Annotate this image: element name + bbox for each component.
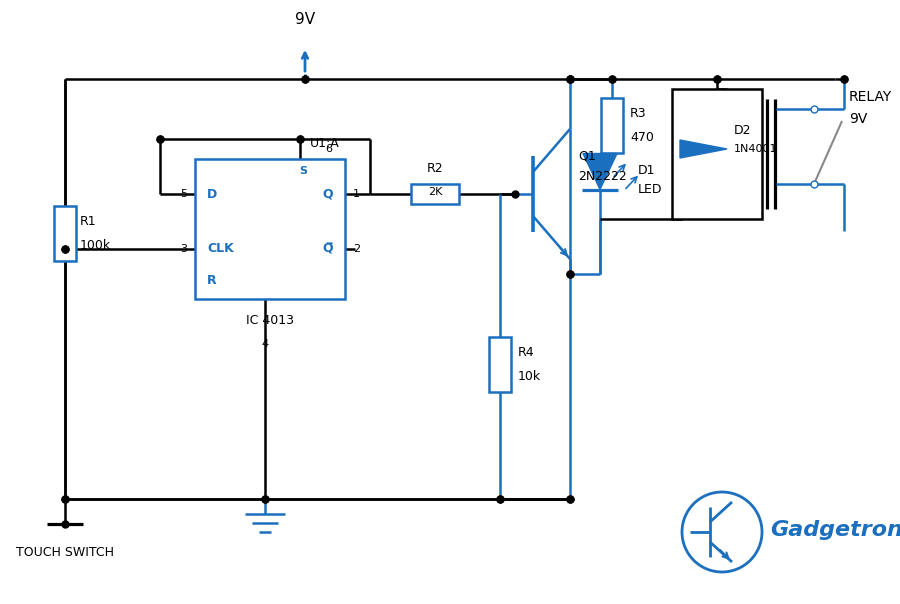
Bar	[601, 98, 623, 153]
Text: 10k: 10k	[518, 370, 541, 382]
Bar	[672, 89, 762, 219]
Bar	[489, 336, 511, 391]
Bar	[411, 184, 459, 204]
Text: 2: 2	[353, 244, 360, 254]
Polygon shape	[680, 140, 727, 158]
Text: R3: R3	[630, 108, 646, 121]
Text: Q̅: Q̅	[322, 242, 333, 255]
Text: Q1: Q1	[578, 150, 596, 162]
Text: 4: 4	[261, 339, 268, 349]
Text: CLK: CLK	[207, 242, 234, 255]
Text: D2: D2	[734, 124, 752, 138]
Text: 470: 470	[630, 132, 654, 144]
Polygon shape	[583, 153, 617, 190]
Text: 2K: 2K	[428, 187, 442, 197]
Text: 1: 1	[353, 189, 360, 199]
Text: 9V: 9V	[295, 12, 315, 27]
Text: 2N2222: 2N2222	[578, 170, 626, 182]
Text: R: R	[207, 274, 217, 288]
Text: Gadgetronicx: Gadgetronicx	[770, 520, 900, 540]
Text: TOUCH SWITCH: TOUCH SWITCH	[16, 546, 114, 559]
Text: IC 4013: IC 4013	[246, 315, 294, 327]
Bar	[195, 159, 345, 299]
Text: R1: R1	[80, 216, 96, 228]
Text: 3: 3	[180, 244, 187, 254]
Text: 6: 6	[325, 144, 332, 154]
Text: R2: R2	[427, 162, 444, 176]
Text: R4: R4	[518, 345, 535, 359]
Text: LED: LED	[638, 183, 662, 196]
Text: 1N4001: 1N4001	[734, 144, 778, 154]
Text: 5: 5	[180, 189, 187, 199]
Text: RELAY: RELAY	[849, 90, 892, 104]
Text: D1: D1	[638, 164, 655, 177]
Text: U1:A: U1:A	[310, 138, 340, 150]
Text: Q: Q	[322, 187, 333, 201]
Text: 100k: 100k	[80, 240, 111, 252]
Text: S: S	[299, 166, 307, 176]
Text: 9V: 9V	[849, 112, 868, 126]
Text: D: D	[207, 187, 217, 201]
Bar	[54, 207, 76, 262]
